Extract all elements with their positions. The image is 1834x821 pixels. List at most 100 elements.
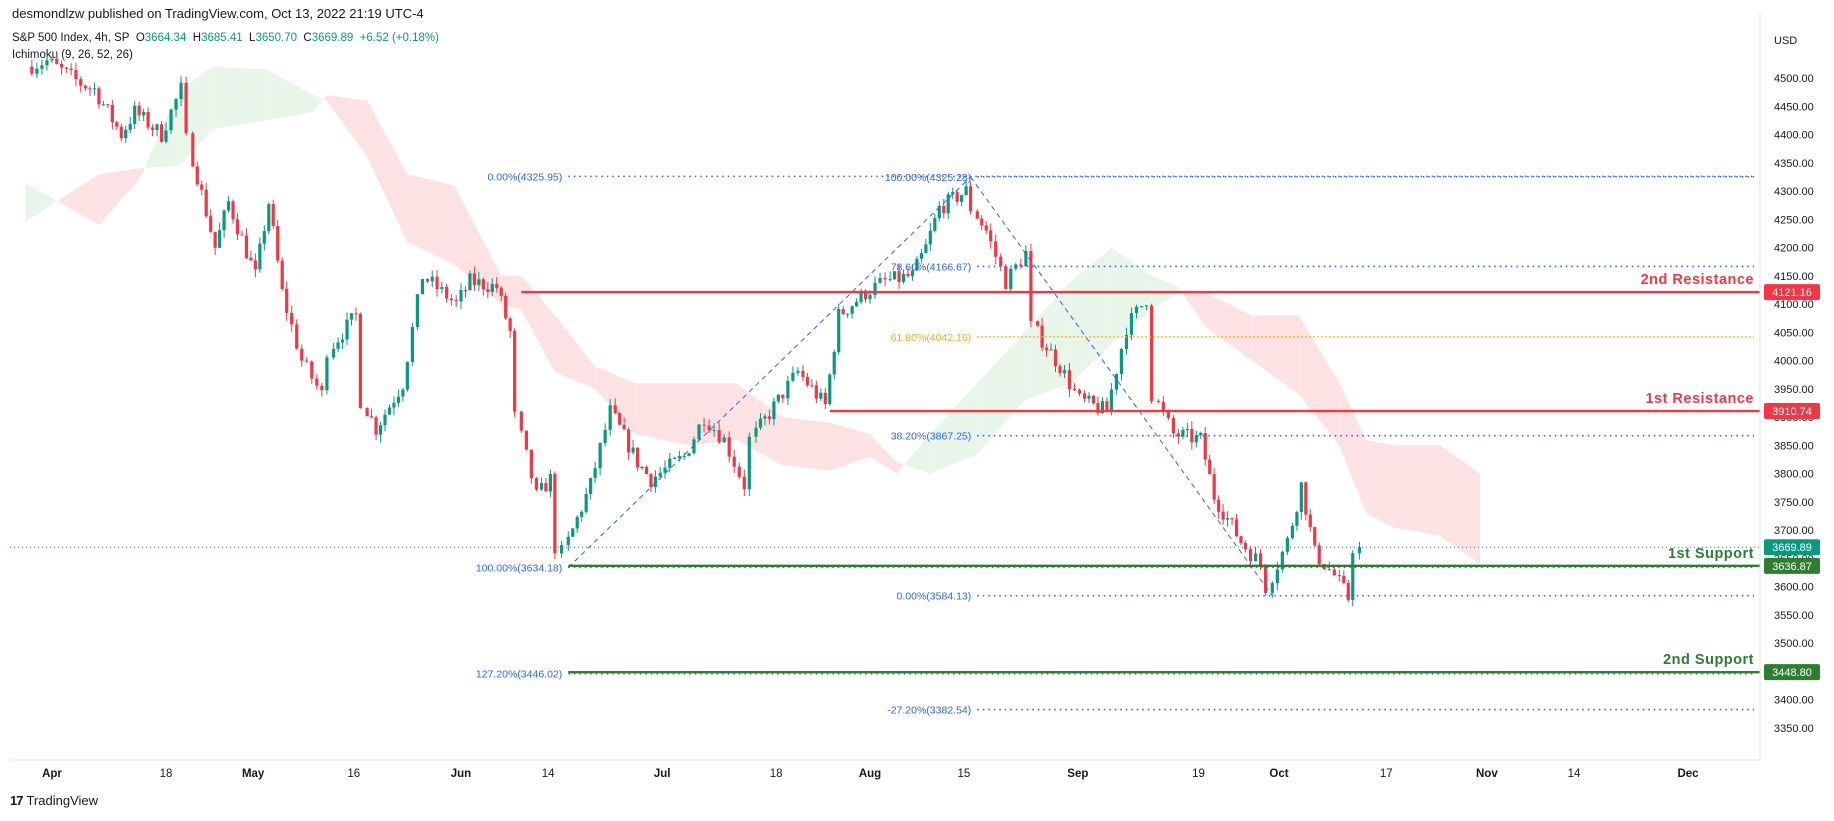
candle-body	[258, 243, 262, 270]
y-tick-label: 3850.00	[1774, 440, 1814, 452]
candle-body	[727, 437, 731, 457]
candle-body	[290, 312, 294, 325]
candle-body	[401, 389, 405, 397]
symbol-name[interactable]: S&P 500 Index, 4h, SP	[12, 32, 130, 44]
candle-body	[863, 290, 868, 300]
candle-body	[472, 273, 477, 286]
candle-body	[1337, 575, 1341, 577]
candle-body	[571, 528, 575, 537]
candle-body	[1067, 370, 1072, 390]
x-tick-label: Sep	[1067, 768, 1088, 780]
indicator-label[interactable]: Ichimoku (9, 26, 52, 26)	[12, 49, 133, 61]
candle-body	[810, 385, 814, 387]
y-tick-label: 3400.00	[1774, 695, 1814, 707]
candle-body	[589, 478, 593, 495]
candle-body	[253, 260, 257, 270]
candle-body	[490, 283, 494, 292]
candle-body	[924, 244, 928, 254]
candle-body	[553, 474, 557, 554]
candle-body	[370, 416, 374, 418]
cloud-segment	[1339, 383, 1367, 514]
candle-body	[1156, 400, 1160, 402]
level-name: 2nd Resistance	[1641, 272, 1754, 288]
candle-body	[425, 278, 430, 282]
candle-body	[365, 408, 369, 417]
candle-body	[1217, 499, 1221, 512]
candle-body	[732, 456, 736, 467]
open-label: O	[135, 32, 145, 44]
x-tick-label: Oct	[1269, 768, 1288, 780]
candle-body	[613, 405, 617, 414]
candle-body	[209, 216, 213, 232]
x-tick-label: 16	[347, 768, 360, 780]
candle-body	[1082, 393, 1087, 399]
candle-body	[631, 447, 635, 453]
candle-body	[566, 536, 570, 546]
candle-body	[819, 392, 823, 399]
fib-level-label: 38.20%(3867.25)	[891, 431, 972, 443]
candle-body	[928, 230, 932, 245]
candle-body	[1072, 389, 1077, 391]
level-price-label: 3910.74	[1772, 406, 1812, 418]
y-tick-label: 4100.00	[1774, 299, 1814, 311]
candle-body	[88, 88, 92, 90]
candle-body	[222, 210, 226, 231]
candle-body	[534, 478, 539, 490]
candle-body	[937, 205, 941, 219]
candle-body	[271, 204, 275, 226]
candle-body	[559, 545, 564, 554]
candle-body	[184, 82, 188, 134]
candle-body	[213, 231, 217, 248]
candle-body	[653, 476, 658, 488]
y-tick-label: 3800.00	[1774, 469, 1814, 481]
y-axis: 3350.003400.003450.003500.003550.003600.…	[1759, 12, 1820, 760]
candle-body	[772, 401, 776, 420]
candle-body	[598, 443, 602, 469]
candle-body	[975, 211, 979, 219]
fib-level-label: 127.20%(3446.02)	[476, 669, 562, 681]
cloud-segment	[57, 174, 99, 225]
level-price-label: 3636.87	[1772, 561, 1812, 573]
level-price-tag	[1764, 403, 1820, 420]
candle-body	[994, 241, 998, 257]
candle-body	[30, 66, 34, 74]
cloud-segment	[904, 434, 931, 474]
candle-body	[92, 88, 97, 90]
candle-body	[883, 278, 887, 280]
candles	[30, 53, 1362, 607]
candle-body	[142, 111, 146, 116]
candle-body	[627, 429, 631, 453]
cloud-segment	[326, 95, 368, 158]
fib-level-label: 78.60%(4166.67)	[891, 261, 972, 273]
cloud-segment	[689, 383, 736, 446]
candle-body	[410, 327, 414, 362]
candle-body	[1212, 474, 1216, 500]
candle-body	[240, 234, 244, 236]
candle-body	[430, 276, 434, 282]
candle-body	[1185, 428, 1189, 430]
close-value: 3669.89	[311, 32, 354, 44]
candle-body	[345, 319, 349, 340]
y-tick-label: 3600.00	[1774, 582, 1814, 594]
candle-body	[519, 411, 523, 431]
candle-body	[635, 447, 640, 468]
candle-body	[575, 516, 579, 529]
candle-body	[133, 105, 137, 124]
candle-body	[1299, 482, 1303, 513]
candle-body	[618, 413, 622, 425]
candle-body	[846, 313, 850, 315]
high-value: 3685.41	[201, 32, 243, 44]
candle-body	[763, 416, 767, 419]
candle-body	[910, 270, 915, 277]
candle-body	[378, 425, 383, 435]
footer-brand[interactable]: 17 TradingView	[10, 793, 98, 808]
candle-body	[593, 468, 597, 479]
cloud-segment	[266, 69, 314, 121]
candle-body	[128, 123, 132, 130]
candle-body	[420, 278, 425, 295]
candle-body	[1144, 305, 1149, 307]
candle-body	[837, 309, 841, 353]
candle-body	[1166, 410, 1170, 419]
candle-body	[1105, 401, 1109, 412]
